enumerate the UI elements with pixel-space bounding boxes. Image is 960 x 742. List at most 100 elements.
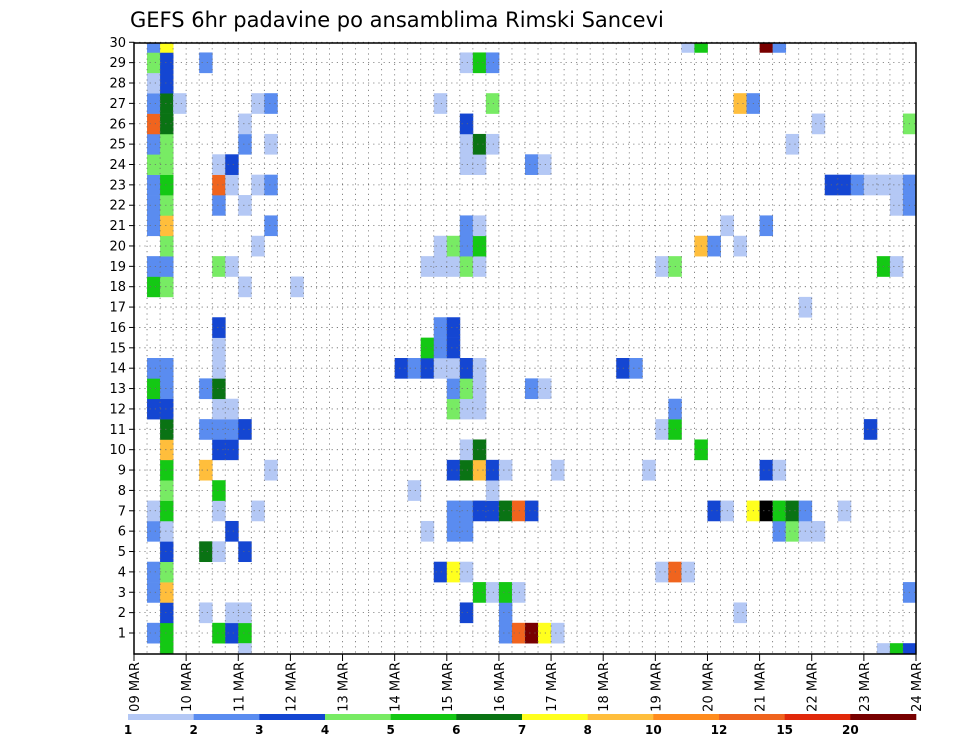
heatmap-cell [525,622,539,644]
heatmap-cell [459,235,474,257]
y-tick-label: 4 [118,565,126,580]
heatmap-cell [225,622,239,644]
heatmap-cell [199,378,213,400]
heatmap-cell [785,500,800,522]
heatmap-cell [498,602,513,624]
heatmap-cell [785,133,800,155]
heatmap-cell [160,643,174,655]
heatmap-cell [433,93,448,114]
heatmap-cell [498,459,513,481]
y-tick-label: 6 [118,525,126,540]
y-tick-label: 29 [109,56,126,71]
heatmap-cell [264,215,278,237]
heatmap-cell [420,358,435,379]
heatmap-cell [472,500,487,522]
heatmap-cell [446,561,461,583]
heatmap-cell [485,480,500,501]
colorbar-segment [193,714,260,720]
heatmap-cell [212,256,226,277]
heatmap-cell [212,154,226,175]
heatmap-cell [733,235,747,257]
heatmap-cell [485,133,500,155]
heatmap-cell [147,561,161,583]
heatmap-cell [160,235,174,257]
heatmap-cell [446,235,461,257]
colorbar-segment [587,714,654,720]
heatmap-cell [238,622,252,644]
plot-frame [133,42,917,655]
heatmap-cell [707,500,721,522]
heatmap-cell [160,276,174,298]
heatmap-cell [446,520,461,542]
y-tick-label: 5 [118,545,126,560]
heatmap-cell [199,602,213,624]
heatmap-cell [525,378,539,400]
heatmap-cell [446,358,461,379]
heatmap-cell [225,154,239,175]
heatmap-cell [889,643,904,655]
heatmap-cell [459,358,474,379]
heatmap-cell [199,459,213,481]
x-tick-label: 09 MAR [128,662,143,712]
heatmap-cell [147,582,161,603]
heatmap-cell [459,378,474,400]
heatmap-cell [446,500,461,522]
heatmap-cell [446,378,461,400]
y-tick-label: 8 [118,484,126,499]
heatmap-cell [889,174,904,196]
heatmap-cell [160,439,174,461]
heatmap-cell [225,256,239,277]
heatmap-cell [225,520,239,542]
heatmap-cell [238,133,252,155]
heatmap-cell [160,256,174,277]
heatmap-cell [459,133,474,155]
heatmap-cell [472,398,487,420]
y-tick-label: 9 [118,464,126,479]
heatmap-cells [147,43,917,655]
chart-title: GEFS 6hr padavine po ansamblima Rimski S… [130,8,664,32]
heatmap-cell [264,93,278,114]
heatmap-cell [694,43,708,53]
heatmap-cell [785,520,800,542]
heatmap-cell [212,439,226,461]
y-tick-label: 2 [118,606,126,621]
heatmap-cell [759,215,774,237]
heatmap-cell [551,622,565,644]
heatmap-cell [160,520,174,542]
heatmap-cell [459,459,474,481]
heatmap-cell [498,582,513,603]
heatmap-cell [538,622,552,644]
heatmap-cell [160,561,174,583]
colorbar-label: 3 [255,723,263,737]
heatmap-cell [251,174,265,196]
heatmap-cell [160,358,174,379]
heatmap-cell [147,622,161,644]
heatmap-cell [147,174,161,196]
heatmap-cell [147,52,161,74]
x-tick-label: 12 MAR [284,662,299,712]
heatmap-cell [459,256,474,277]
heatmap-cell [459,215,474,237]
heatmap-cell [212,358,226,379]
heatmap-cell [160,398,174,420]
y-tick-label: 13 [109,382,126,397]
heatmap-cell [199,541,213,563]
heatmap-cell [160,622,174,644]
heatmap-cell [472,154,487,175]
heatmap-cell [420,520,435,542]
heatmap-cell [772,43,787,53]
heatmap-cell [160,419,174,440]
heatmap-cell [212,419,226,440]
heatmap-cell [485,93,500,114]
heatmap-cell [160,174,174,196]
y-tick-label: 14 [109,362,126,377]
heatmap-cell [538,378,552,400]
heatmap-cell [147,43,161,53]
heatmap-cell [655,419,669,440]
x-tick-label: 13 MAR [337,662,352,712]
heatmap-cell [147,113,161,135]
heatmap-cell [472,52,487,74]
heatmap-cell [199,52,213,74]
colorbar-label: 7 [518,723,526,737]
x-tick-label: 10 MAR [180,662,195,712]
